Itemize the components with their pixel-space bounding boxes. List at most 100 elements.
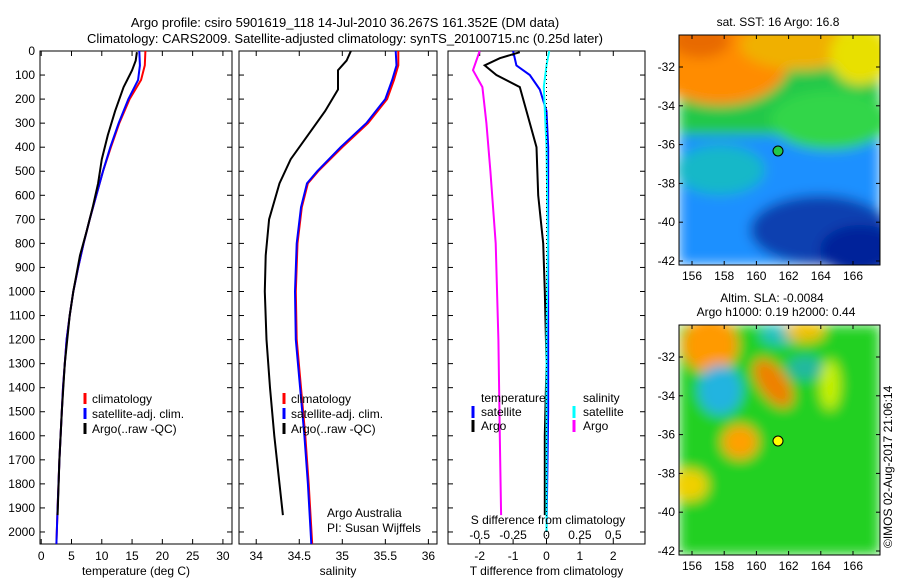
y-tick-label: 800	[15, 236, 35, 250]
map-lat-label: -36	[658, 138, 676, 152]
y-tick-label: 700	[15, 212, 35, 226]
annotation-org: Argo Australia	[327, 506, 402, 520]
map-lon-label: 156	[682, 559, 702, 573]
map-lat-label: -34	[658, 389, 676, 403]
x-tick-label: 34	[250, 549, 264, 563]
map-lat-label: -32	[658, 60, 676, 74]
series-line-climatology	[55, 50, 147, 545]
series-line-climatology	[294, 51, 400, 545]
x-tick-label: 2	[610, 549, 617, 563]
y-tick-label: 600	[15, 188, 35, 202]
x-tick-label: 0	[543, 549, 550, 563]
legend-header-salinity: salinity	[583, 391, 620, 405]
x-tick-label: -2	[474, 549, 485, 563]
map-lon-label: 164	[811, 269, 831, 283]
sst-map: sat. SST: 16 Argo: 16.8	[678, 15, 881, 266]
y-tick-label: 400	[15, 140, 35, 154]
sla-map-title-1: Altim. SLA: -0.0084	[720, 291, 824, 305]
y-tick-label: 1400	[8, 381, 35, 395]
x-tick-label: -1	[508, 549, 519, 563]
y-tick-label: 1700	[8, 453, 35, 467]
x-tick-label: 36	[422, 549, 436, 563]
s-diff-tick-label: -0.25	[499, 528, 527, 542]
legend-label: satellite-adj. clim.	[92, 407, 184, 421]
s-diff-tick-label: 0	[543, 528, 550, 542]
title-line-2: Climatology: CARS2009. Satellite-adjuste…	[87, 31, 603, 46]
map-lon-label: 158	[714, 559, 734, 573]
panel-frame	[39, 50, 233, 545]
y-tick-label: 1900	[8, 501, 35, 515]
x-tick-label: 10	[95, 549, 109, 563]
y-tick-label: 1800	[8, 477, 35, 491]
sla-map: Altim. SLA: -0.0084 Argo h1000: 0.19 h20…	[678, 291, 881, 556]
map-lon-label: 166	[843, 269, 863, 283]
y-tick-label: 300	[15, 116, 35, 130]
map-lat-label: -38	[658, 176, 676, 190]
x-tick-label: 0	[38, 549, 45, 563]
map-lat-label: -32	[658, 350, 676, 364]
x-tick-label: 35	[336, 549, 350, 563]
legend-label: satellite	[583, 405, 624, 419]
x-tick-label: 20	[156, 549, 170, 563]
map-lat-label: -34	[658, 99, 676, 113]
legend-header-temperature: temperature	[481, 391, 546, 405]
copyright-footer: ©IMOS 02-Aug-2017 21:06:14	[881, 385, 895, 548]
x-tick-label: 1	[577, 549, 584, 563]
series-line-temperature-satellite	[512, 50, 550, 533]
s-diff-tick-label: 0.25	[568, 528, 592, 542]
y-tick-label: 1600	[8, 429, 35, 443]
y-tick-label: 900	[15, 260, 35, 274]
s-diff-tick-label: 0.5	[605, 528, 622, 542]
y-tick-label: 1200	[8, 333, 35, 347]
series-line-temperature-argo	[482, 51, 548, 516]
series-line-salinity-argo	[471, 50, 503, 516]
annotation-pi: PI: Susan Wijffels	[327, 521, 421, 535]
float-location-marker	[772, 145, 784, 157]
x-tick-label: 30	[216, 549, 230, 563]
series-line-argo-raw-qc-	[263, 50, 352, 516]
y-tick-label: 1000	[8, 284, 35, 298]
s-diff-axis-label: S difference from climatology	[471, 513, 626, 527]
float-location-marker	[772, 435, 784, 447]
sla-map-frame	[678, 324, 881, 556]
legend-label: satellite	[481, 405, 522, 419]
legend-label: Argo(..raw -QC)	[291, 422, 376, 436]
map-lat-label: -42	[658, 544, 676, 558]
y-tick-label: 100	[15, 68, 35, 82]
x-tick-label: 5	[68, 549, 75, 563]
legend-label: climatology	[92, 392, 152, 406]
map-lat-label: -36	[658, 428, 676, 442]
series-line-satellite-adj-clim-	[293, 50, 398, 545]
sst-map-title: sat. SST: 16 Argo: 16.8	[717, 15, 840, 29]
y-tick-label: 0	[28, 44, 35, 58]
map-lat-label: -38	[658, 466, 676, 480]
sst-map-frame	[678, 34, 881, 266]
series-line-argo-raw-qc-	[56, 52, 138, 516]
map-lat-label: -40	[658, 505, 676, 519]
map-lon-label: 162	[779, 269, 799, 283]
map-lat-label: -40	[658, 215, 676, 229]
legend-label: Argo	[481, 419, 507, 433]
legend-label: Argo(..raw -QC)	[92, 422, 177, 436]
x-tick-label: 34.5	[288, 549, 312, 563]
x-tick-label: 35.5	[374, 549, 398, 563]
y-tick-label: 1300	[8, 357, 35, 371]
map-lon-label: 164	[811, 559, 831, 573]
panel-frame	[238, 50, 438, 545]
x-axis-label: T difference from climatology	[470, 564, 624, 578]
x-tick-label: 25	[186, 549, 200, 563]
title-line-1: Argo profile: csiro 5901619_118 14-Jul-2…	[131, 15, 559, 30]
x-tick-label: 15	[125, 549, 139, 563]
map-lon-label: 166	[843, 559, 863, 573]
map-lon-label: 160	[746, 559, 766, 573]
map-lon-label: 162	[779, 559, 799, 573]
map-lon-label: 156	[682, 269, 702, 283]
legend-label: satellite-adj. clim.	[291, 407, 383, 421]
y-tick-label: 1100	[9, 309, 35, 323]
y-tick-label: 1500	[8, 405, 35, 419]
y-tick-label: 500	[15, 164, 35, 178]
series-line-satellite-adj-clim-	[55, 50, 141, 545]
legend-label: Argo	[583, 419, 609, 433]
s-diff-tick-label: -0.5	[469, 528, 490, 542]
